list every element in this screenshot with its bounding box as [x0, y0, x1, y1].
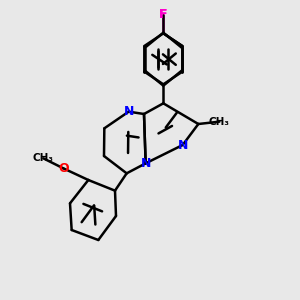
Text: F: F [159, 8, 168, 21]
Text: N: N [124, 105, 134, 118]
Text: CH₃: CH₃ [209, 117, 230, 127]
Text: F: F [159, 8, 168, 20]
Text: N: N [140, 157, 151, 170]
Text: N: N [178, 139, 188, 152]
Text: CH₃: CH₃ [33, 153, 54, 163]
Text: O: O [58, 162, 69, 175]
